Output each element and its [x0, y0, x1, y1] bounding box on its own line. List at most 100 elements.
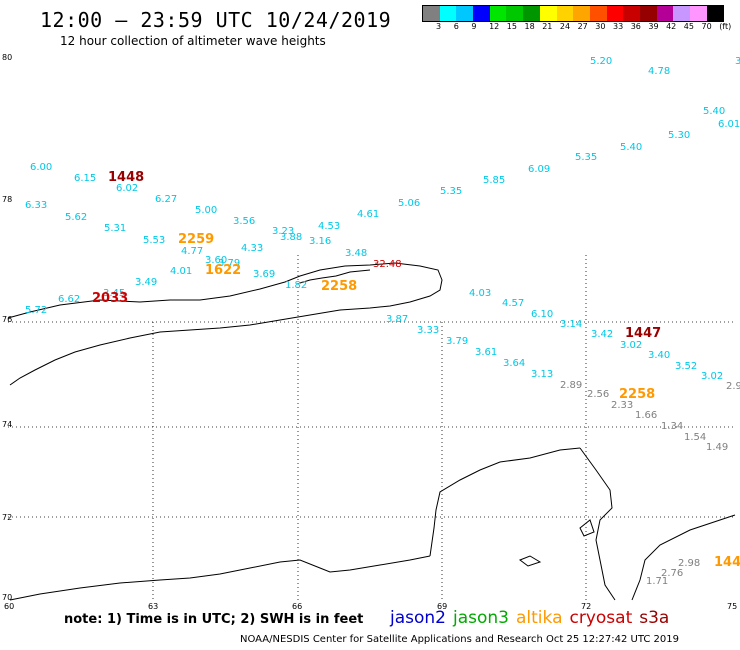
wave-height-label: 3.60 [205, 255, 227, 266]
wave-height-label: 3.56 [233, 216, 255, 227]
credit-line: NOAA/NESDIS Center for Satellite Applica… [240, 634, 679, 645]
legend-swatch [506, 6, 524, 21]
wave-height-label: 3.64 [503, 358, 525, 369]
wave-height-label: 2.76 [661, 568, 683, 579]
wave-height-label: 6.10 [531, 309, 553, 320]
satellite-jason2: jason2 [390, 608, 446, 628]
wave-height-label: 2.33 [611, 400, 633, 411]
wave-height-label: 2.9 [726, 381, 740, 392]
legend-swatch [623, 6, 640, 21]
legend-swatch [656, 6, 674, 21]
wave-height-label: 2258 [321, 279, 357, 294]
wave-height-label: 5.62 [65, 212, 87, 223]
longitude-labels: 60 63 66 69 72 75 [4, 602, 737, 611]
wave-height-label: 2033 [92, 291, 128, 306]
legend-label: 18 [524, 22, 535, 31]
wave-height-label: 3.23 [272, 226, 294, 237]
wave-height-label: 3.87 [386, 314, 408, 325]
legend-swatch [706, 6, 724, 21]
wave-height-label: 2259 [178, 232, 214, 247]
legend-swatch [423, 6, 440, 21]
map-title: 12:00 – 23:59 UTC 10/24/2019 [40, 8, 392, 32]
wave-height-label: 3.45 [103, 288, 125, 299]
wave-observations: 5.20 4.78 3. 5.40 6.01 5.30 5.40 5.35 6.09 5.85 5.… [25, 56, 740, 587]
lat-label-78: 78 [2, 195, 12, 204]
lon-label-69: 69 [437, 602, 447, 611]
wave-height-label: 5.30 [668, 130, 690, 141]
wave-height-label: 3.42 [591, 329, 613, 340]
wave-height-label: 3.02 [620, 340, 642, 351]
legend-label: 27 [577, 22, 588, 31]
lat-label-76: 76 [2, 315, 12, 324]
wave-height-label: 1.82 [285, 280, 307, 291]
wave-height-label: 4.57 [502, 298, 524, 309]
lat-label-74: 74 [2, 420, 12, 429]
legend-swatch [589, 6, 607, 21]
wave-height-label: 5.72 [25, 305, 47, 316]
coastline [7, 262, 736, 601]
satellite-key: jason2 jason3 altika cryosat s3a [390, 608, 676, 628]
wave-height-label: 3.40 [648, 350, 670, 361]
wave-height-label: 3.79 [218, 258, 240, 269]
legend-swatch [573, 6, 590, 21]
wave-height-label: 6.01 [718, 119, 740, 130]
latitude-labels: 80 78 76 74 72 70 [2, 53, 12, 602]
wave-height-label: 32.48 [373, 259, 402, 270]
satellite-jason3: jason3 [453, 608, 509, 628]
wave-height-label: 5.35 [575, 152, 597, 163]
legend-swatch [523, 6, 540, 21]
wave-height-label: 6.62 [58, 294, 80, 305]
legend-label: 33 [613, 22, 624, 31]
wave-height-label: 3.14 [560, 319, 582, 330]
footer-note: note: 1) Time is in UTC; 2) SWH is in fe… [64, 612, 364, 627]
wave-height-label: 3.48 [345, 248, 367, 259]
wave-height-label: 6.02 [116, 183, 138, 194]
wave-height-label: 1.66 [635, 410, 657, 421]
wave-height-label: 3.02 [701, 371, 723, 382]
legend-label: 70 [701, 22, 712, 31]
legend-label: 6 [453, 22, 459, 31]
legend-label: 3 [436, 22, 442, 31]
lat-label-72: 72 [2, 513, 12, 522]
lon-label-63: 63 [148, 602, 158, 611]
wave-height-label: 3.16 [309, 236, 331, 247]
wave-height-label: 4.77 [181, 246, 203, 257]
legend-swatch [606, 6, 624, 21]
wave-height-label: 5.20 [590, 56, 612, 67]
wave-height-label: 2.98 [678, 558, 700, 569]
lon-label-66: 66 [292, 602, 302, 611]
lon-label-60: 60 [4, 602, 14, 611]
wave-height-label: 6.09 [528, 164, 550, 175]
wave-height-label: 4.03 [469, 288, 491, 299]
wave-height-label: 3.79 [446, 336, 468, 347]
legend-label: 42 [666, 22, 677, 31]
wave-height-label: 1.34 [661, 421, 683, 432]
wave-height-label: 1622 [205, 263, 241, 278]
wave-height-label: 5.00 [195, 205, 217, 216]
legend-label: 12 [489, 22, 500, 31]
legend-swatch [556, 6, 574, 21]
wave-height-label: 3.52 [675, 361, 697, 372]
lon-label-72: 72 [581, 602, 591, 611]
satellite-cryosat: cryosat [569, 608, 633, 628]
wave-height-label: 144 [714, 555, 740, 570]
color-legend [422, 5, 725, 22]
map-subtitle: 12 hour collection of altimeter wave hei… [60, 34, 326, 48]
legend-swatch [639, 6, 657, 21]
legend-label: 39 [648, 22, 659, 31]
wave-height-label: 5.85 [483, 175, 505, 186]
lon-label-75: 75 [727, 602, 737, 611]
wave-height-label: 3.33 [417, 325, 439, 336]
legend-swatch [473, 6, 490, 21]
legend-label: 45 [683, 22, 694, 31]
legend-label: 36 [630, 22, 641, 31]
wave-height-label: 5.53 [143, 235, 165, 246]
legend-swatch [456, 6, 474, 21]
legend-label: 24 [559, 22, 571, 31]
legend-swatch [690, 6, 707, 21]
wave-height-label: 3.13 [531, 369, 553, 380]
wave-height-label: 2.89 [560, 380, 582, 391]
legend-label: 30 [595, 22, 606, 31]
wave-height-label: 1.71 [646, 576, 668, 587]
